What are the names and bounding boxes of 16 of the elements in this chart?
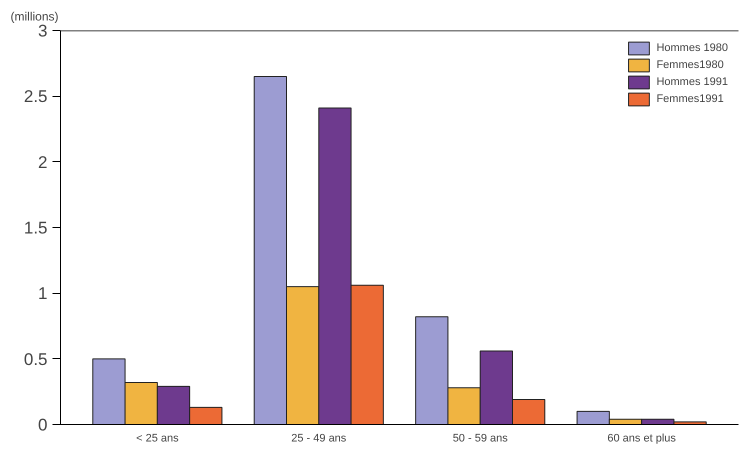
- y-tick-label: 2.5: [24, 87, 48, 106]
- legend-label: Femmes1980: [656, 58, 724, 72]
- x-tick-label: 50 - 59 ans: [452, 432, 508, 444]
- y-axis-title: (millions): [10, 10, 59, 24]
- y-tick-label: 0.5: [24, 350, 48, 369]
- x-tick-label: 25 - 49 ans: [291, 432, 347, 444]
- x-tick-label: < 25 ans: [136, 432, 180, 444]
- x-tick-label: 60 ans et plus: [607, 432, 676, 444]
- y-tick-label: 1: [38, 284, 48, 304]
- legend-label: Hommes 1980: [656, 41, 728, 55]
- y-tick-label: 0: [38, 416, 48, 434]
- y-tick-label: 1.5: [24, 218, 48, 238]
- y-tick-label: 3: [38, 22, 48, 40]
- y-tick-label: 2: [38, 152, 48, 172]
- legend-label: Femmes1991: [656, 92, 724, 106]
- legend-label: Hommes 1991: [656, 75, 728, 89]
